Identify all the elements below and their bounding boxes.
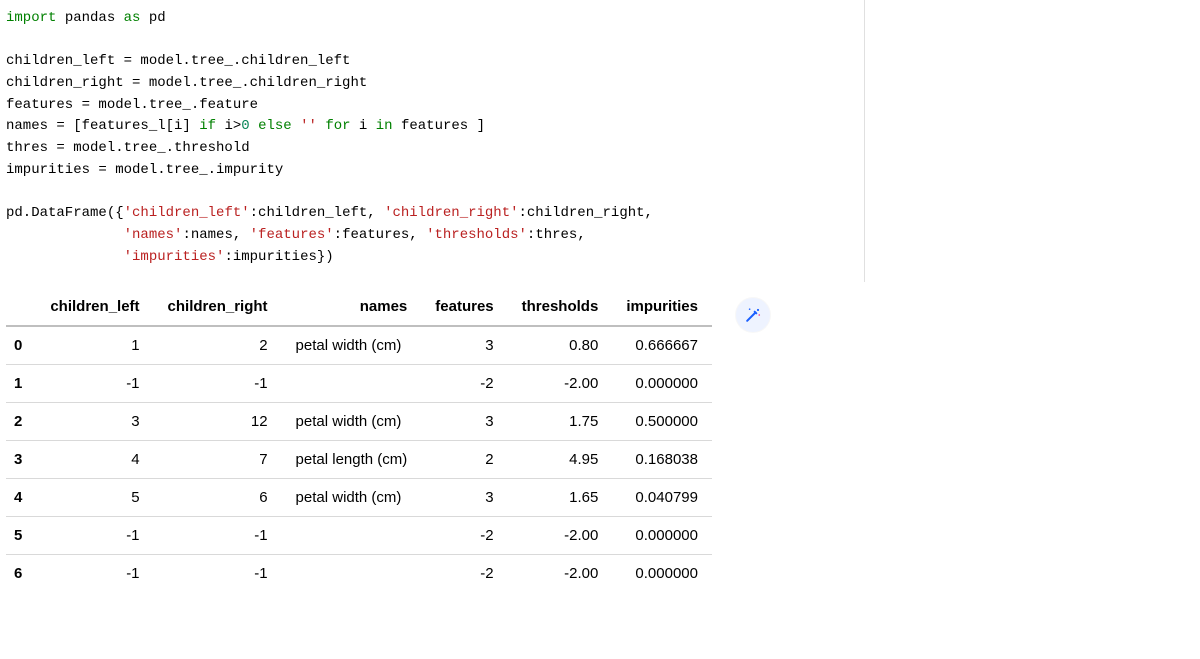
- table-row: 4 5 6 petal width (cm) 3 1.65 0.040799: [6, 479, 712, 517]
- cell: 3: [421, 326, 507, 365]
- cell: 4: [36, 441, 153, 479]
- cell: 3: [421, 403, 507, 441]
- cell: 0.000000: [612, 365, 712, 403]
- cell: -1: [154, 517, 282, 555]
- right-margin: [865, 0, 1200, 282]
- kw-import: import: [6, 10, 56, 26]
- cell: -1: [154, 555, 282, 593]
- cell: 2: [154, 326, 282, 365]
- cell: -1: [36, 365, 153, 403]
- cell: -2.00: [508, 365, 613, 403]
- cell: -2: [421, 517, 507, 555]
- cell: 0.666667: [612, 326, 712, 365]
- cell: [282, 517, 422, 555]
- table-row: 1 -1 -1 -2 -2.00 0.000000: [6, 365, 712, 403]
- cell: -1: [36, 517, 153, 555]
- cell: petal length (cm): [282, 441, 422, 479]
- cell: -2: [421, 555, 507, 593]
- cell: 7: [154, 441, 282, 479]
- row-index: 6: [6, 555, 36, 593]
- magic-wand-icon: [743, 305, 763, 325]
- cell: -1: [36, 555, 153, 593]
- code-line: children_left = model.tree_.children_lef…: [6, 53, 350, 69]
- table-row: 2 3 12 petal width (cm) 3 1.75 0.500000: [6, 403, 712, 441]
- alias-pd: pd: [149, 10, 166, 26]
- cell: -2.00: [508, 555, 613, 593]
- notebook-cell: import pandas as pd children_left = mode…: [0, 0, 1200, 282]
- col-header: children_left: [36, 288, 153, 326]
- cell: 0.500000: [612, 403, 712, 441]
- dataframe-table: children_left children_right names featu…: [6, 288, 712, 592]
- table-row: 5 -1 -1 -2 -2.00 0.000000: [6, 517, 712, 555]
- index-header: [6, 288, 36, 326]
- col-header: impurities: [612, 288, 712, 326]
- cell: 1.75: [508, 403, 613, 441]
- col-header: names: [282, 288, 422, 326]
- cell: 12: [154, 403, 282, 441]
- row-index: 5: [6, 517, 36, 555]
- code-line: children_right = model.tree_.children_ri…: [6, 75, 367, 91]
- cell: -2: [421, 365, 507, 403]
- cell: 1.65: [508, 479, 613, 517]
- row-index: 4: [6, 479, 36, 517]
- col-header: features: [421, 288, 507, 326]
- row-index: 3: [6, 441, 36, 479]
- cell: 5: [36, 479, 153, 517]
- cell: 0.80: [508, 326, 613, 365]
- cell: 0.000000: [612, 517, 712, 555]
- code-line: impurities = model.tree_.impurity: [6, 162, 283, 178]
- cell: 0.000000: [612, 555, 712, 593]
- code-line: pd.DataFrame({: [6, 205, 124, 221]
- cell: petal width (cm): [282, 403, 422, 441]
- cell: [282, 365, 422, 403]
- code-line: thres = model.tree_.threshold: [6, 140, 250, 156]
- cell: 0.040799: [612, 479, 712, 517]
- cell: 0.168038: [612, 441, 712, 479]
- table-row: 6 -1 -1 -2 -2.00 0.000000: [6, 555, 712, 593]
- table-header-row: children_left children_right names featu…: [6, 288, 712, 326]
- cell: 4.95: [508, 441, 613, 479]
- code-input[interactable]: import pandas as pd children_left = mode…: [0, 0, 865, 282]
- table-row: 0 1 2 petal width (cm) 3 0.80 0.666667: [6, 326, 712, 365]
- cell: [282, 555, 422, 593]
- cell: 3: [421, 479, 507, 517]
- cell: petal width (cm): [282, 326, 422, 365]
- cell: 1: [36, 326, 153, 365]
- cell: -1: [154, 365, 282, 403]
- output-area: children_left children_right names featu…: [0, 282, 1200, 592]
- code-line: features = model.tree_.feature: [6, 97, 258, 113]
- cell: 3: [36, 403, 153, 441]
- code-line: names = [features_l[i]: [6, 118, 199, 134]
- col-header: thresholds: [508, 288, 613, 326]
- cell: 2: [421, 441, 507, 479]
- mod-pandas: pandas: [65, 10, 115, 26]
- row-index: 1: [6, 365, 36, 403]
- cell: 6: [154, 479, 282, 517]
- col-header: children_right: [154, 288, 282, 326]
- ai-suggest-button[interactable]: [736, 298, 770, 332]
- cell: petal width (cm): [282, 479, 422, 517]
- row-index: 0: [6, 326, 36, 365]
- kw-as: as: [124, 10, 141, 26]
- row-index: 2: [6, 403, 36, 441]
- cell: -2.00: [508, 517, 613, 555]
- table-row: 3 4 7 petal length (cm) 2 4.95 0.168038: [6, 441, 712, 479]
